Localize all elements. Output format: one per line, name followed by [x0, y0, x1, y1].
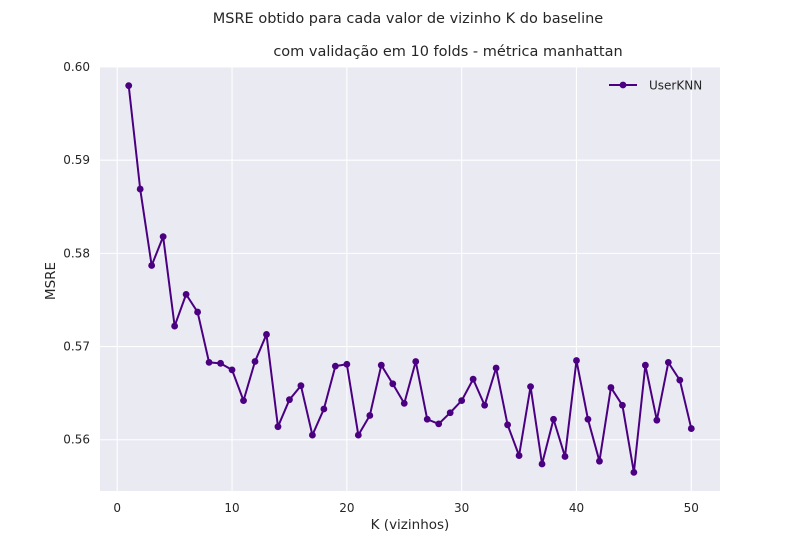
data-point	[136, 185, 144, 193]
y-axis-ticks: 0.56 0.57 0.58 0.59 0.60	[63, 60, 90, 447]
data-point	[584, 415, 592, 423]
data-point	[205, 359, 213, 366]
data-point	[446, 409, 454, 417]
y-tick-label: 0.58	[63, 246, 90, 260]
data-point	[286, 396, 293, 404]
data-point	[366, 412, 374, 419]
data-point	[504, 421, 511, 429]
legend: UserKNN	[609, 79, 702, 93]
data-point	[228, 366, 236, 374]
x-axis-label: K (vizinhos)	[371, 517, 450, 533]
data-point	[676, 376, 684, 384]
data-point	[687, 425, 695, 432]
data-point	[596, 457, 603, 465]
y-tick-label: 0.59	[63, 153, 90, 167]
legend-label-userknn: UserKNN	[649, 79, 702, 93]
data-point	[377, 361, 385, 369]
y-axis-label: MSRE	[43, 262, 59, 300]
data-point	[331, 362, 339, 370]
legend-marker-userknn	[619, 81, 627, 89]
data-point	[171, 322, 179, 330]
data-point	[469, 375, 477, 383]
data-point	[194, 308, 201, 316]
data-point	[400, 400, 408, 407]
data-point	[412, 358, 420, 365]
data-point	[630, 468, 638, 476]
chart-title: MSRE obtido para cada valor de vizinho K…	[213, 11, 604, 27]
data-point	[561, 453, 569, 460]
data-point	[263, 331, 270, 338]
data-point	[251, 358, 259, 365]
chart-subtitle: com validação em 10 folds - métrica manh…	[273, 44, 622, 60]
data-point	[527, 383, 534, 391]
x-axis-ticks: 0 10 20 30 40 50	[113, 501, 699, 515]
data-point	[320, 405, 328, 413]
x-tick-label: 10	[224, 501, 239, 515]
data-point	[481, 401, 489, 409]
data-point	[435, 420, 443, 428]
data-point	[297, 382, 305, 390]
data-point	[538, 460, 546, 468]
x-tick-label: 30	[454, 501, 469, 515]
data-point	[641, 361, 649, 369]
data-point	[607, 384, 615, 391]
data-point	[240, 397, 247, 405]
x-tick-label: 20	[339, 501, 354, 515]
x-tick-label: 0	[113, 501, 121, 515]
data-point	[159, 233, 167, 241]
data-point	[389, 380, 397, 388]
data-point	[550, 415, 557, 423]
series-layer	[125, 82, 695, 476]
data-point	[653, 416, 661, 424]
data-point	[492, 364, 500, 372]
y-tick-label: 0.60	[63, 60, 90, 74]
data-point	[619, 401, 626, 409]
data-point	[515, 452, 523, 459]
x-tick-label: 50	[684, 501, 699, 515]
x-tick-label: 40	[569, 501, 584, 515]
data-point	[423, 415, 431, 423]
grid-lines	[100, 66, 720, 491]
data-point	[664, 359, 672, 366]
data-point	[148, 262, 156, 269]
data-point	[274, 423, 282, 431]
data-point	[343, 360, 351, 368]
plot-area	[100, 67, 720, 491]
y-tick-label: 0.57	[63, 340, 90, 354]
data-point	[458, 397, 466, 405]
y-tick-label: 0.56	[63, 433, 90, 447]
data-point	[573, 357, 580, 364]
data-point	[309, 431, 316, 439]
data-point	[182, 290, 190, 298]
data-point	[217, 359, 224, 367]
data-point	[125, 82, 133, 90]
data-point	[354, 431, 362, 439]
